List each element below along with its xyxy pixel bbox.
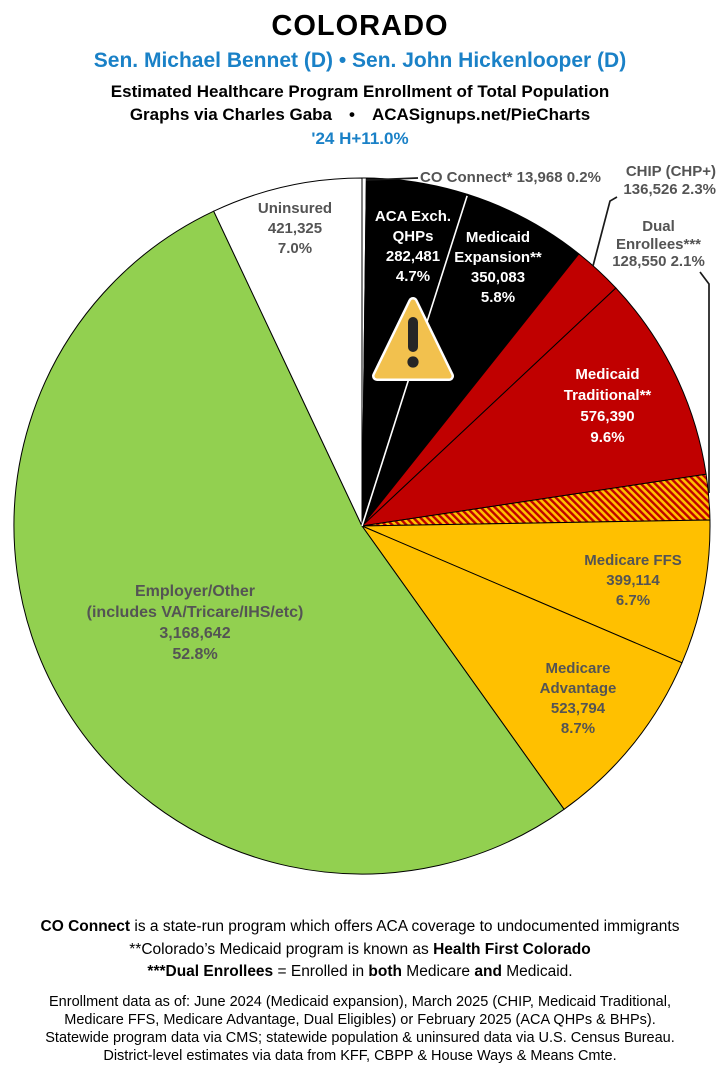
label-line: 282,481 (385, 248, 441, 265)
leader-line-dual-enrollees (699, 271, 710, 493)
slice-label-dual-enrollees: Dual Enrollees*** 128,550 2.1% (601, 218, 716, 271)
label-line: 52.8% (172, 646, 218, 663)
text-segment: is a state-run program which offers ACA … (130, 918, 680, 935)
footnotes-block: CO Connect is a state-run program which … (0, 916, 720, 984)
label-line: 350,083 (470, 269, 526, 286)
slice-label-medicare-advantage: Medicare Advantage 523,794 8.7% (513, 659, 643, 739)
label-line: 421,325 (267, 220, 323, 237)
label-line: 4.7% (395, 268, 431, 285)
senators-line: Sen. Michael Bennet (D) • Sen. John Hick… (93, 49, 627, 72)
label-line: 399,114 (606, 572, 660, 589)
label-line: 576,390 (580, 408, 635, 425)
label-line: Enrollment data as of: June 2024 (Medica… (49, 994, 671, 1010)
label-line: Medicare FFS (584, 552, 682, 569)
label-line: Dual (642, 218, 675, 235)
label-line: QHPs (392, 228, 434, 245)
label-line: 3,168,642 (159, 625, 231, 642)
credit-line: Graphs via Charles Gaba • ACASignups.net… (129, 105, 591, 124)
label-line: 8.7% (560, 720, 596, 737)
pie-slice-employer-other (13, 210, 565, 875)
text-segment: Medicaid. (501, 963, 573, 980)
slice-label-medicaid-expansion: Medicaid Expansion** 350,083 5.8% (437, 228, 559, 308)
source-note: Enrollment data as of: June 2024 (Medica… (0, 993, 720, 1065)
text-segment: = Enrolled in (273, 963, 369, 980)
footnote-medicaid-name: **Colorado’s Medicaid program is known a… (0, 939, 720, 962)
slice-label-medicaid-traditional: Medicaid Traditional** 576,390 9.6% (535, 364, 680, 448)
slice-label-uninsured: Uninsured 421,325 7.0% (225, 199, 365, 259)
label-line: 7.0% (277, 240, 313, 257)
label-line: 128,550 2.1% (612, 253, 705, 270)
label-line: 9.6% (590, 429, 625, 446)
footnote-co-connect: CO Connect is a state-run program which … (0, 916, 720, 939)
leader-lines (365, 177, 710, 493)
pie-slice-uninsured (213, 177, 363, 527)
label-line: 523,794 (550, 700, 606, 717)
slice-label-employer-other: Employer/Other (includes VA/Tricare/IHS/e… (70, 581, 320, 665)
label-line: Medicaid (575, 366, 640, 383)
label-line: Advantage (539, 680, 617, 697)
label-line: Employer/Other (134, 583, 256, 600)
label-line: Medicaid (465, 229, 531, 246)
leader-line-chip (592, 196, 618, 267)
growth-badge: '24 H+11.0% (311, 129, 409, 148)
pie-slice-medicaid-expansion (361, 193, 580, 527)
label-line: ACA Exch. (374, 208, 452, 225)
page-title: COLORADO (271, 10, 449, 42)
slice-label-co-connect: CO Connect* 13,968 0.2% (420, 169, 601, 187)
pie-slice-medicare-advantage (361, 525, 683, 810)
label-line: CHIP (CHP+) (625, 163, 716, 180)
slice-label-aca-exch-qhps: ACA Exch. QHPs 282,481 4.7% (353, 207, 473, 287)
label-line: Statewide program data via CMS; statewid… (45, 1030, 675, 1046)
text-segment: Medicare (401, 963, 475, 980)
label-line: Uninsured (257, 200, 333, 217)
leader-line-co-connect (365, 177, 419, 181)
label-line: Medicare FFS, Medicare Advantage, Dual E… (64, 1012, 656, 1028)
label-line: 5.8% (480, 289, 516, 306)
pie-slice-medicaid-traditional (361, 287, 707, 527)
slice-label-medicare-ffs: Medicare FFS 399,114 6.7% (563, 551, 703, 611)
warning-icon (372, 297, 454, 381)
text-segment: ***Dual Enrollees (147, 963, 274, 980)
text-segment: **Colorado’s Medicaid program is known a… (129, 940, 434, 958)
chart-subtitle: Estimated Healthcare Program Enrollment … (110, 82, 610, 101)
slice-label-chip: CHIP (CHP+) 136,526 2.3% (623, 163, 716, 198)
text-segment: and (474, 963, 502, 980)
text-segment: both (368, 963, 402, 980)
footnote-dual-enrollees: ***Dual Enrollees = Enrolled in both Med… (0, 961, 720, 984)
label-line: Expansion** (454, 249, 542, 266)
label-line: District-level estimates via data from K… (103, 1048, 617, 1064)
text-segment: CO Connect (40, 918, 131, 935)
pie-slice-medicare-ffs (361, 519, 711, 664)
label-line: (includes VA/Tricare/IHS/etc) (86, 604, 304, 621)
label-line: 6.7% (615, 592, 651, 609)
pie-slices (13, 177, 711, 875)
label-line: Medicare (545, 660, 611, 677)
label-line: 136,526 2.3% (623, 180, 716, 198)
label-line: CO Connect* 13,968 0.2% (420, 169, 601, 186)
label-line: Enrollees*** (615, 235, 702, 253)
label-line: Traditional** (563, 387, 652, 404)
text-segment: Health First Colorado (433, 940, 591, 958)
